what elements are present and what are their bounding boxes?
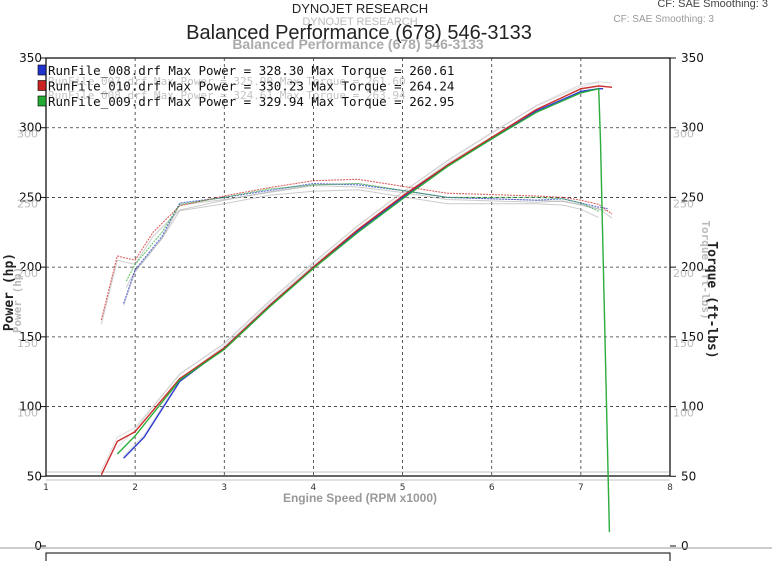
y-tick-label: 50	[27, 469, 42, 483]
x-tick-label: 8	[667, 483, 673, 493]
y-tick-label-ghost: 250	[17, 197, 38, 210]
y-axis-label-ghost: Power (hp)	[11, 267, 24, 333]
y-tick-label-ghost: 100	[17, 407, 38, 420]
series-lines	[100, 85, 613, 533]
y-tick-label-ghost: 150	[17, 337, 38, 350]
y2-tick-label-ghost: 100	[673, 407, 694, 420]
legend-entry: RunFile_008.drf Max Power = 328.30 Max T…	[48, 63, 454, 78]
brand-name: DYNOJET RESEARCH	[291, 1, 429, 16]
legend-swatch	[37, 64, 47, 76]
y-tick-label-ghost: 200	[17, 267, 38, 280]
y2-tick-label-ghost: 300	[673, 128, 694, 141]
x-tick-label: 6	[489, 483, 495, 493]
y-tick-label: 0	[34, 539, 42, 553]
y-tick-label: 200	[19, 260, 42, 274]
x-tick-label: 4	[311, 483, 317, 493]
ghost-power-line	[116, 81, 610, 526]
y2-tick-label-ghost: 150	[673, 337, 694, 350]
ghost-torque-line	[125, 189, 599, 288]
legend-swatch	[37, 80, 47, 91]
y2-tick-label: 0	[681, 539, 689, 553]
y2-axis-label-ghost: Torque (ft-lbs)	[699, 220, 712, 319]
power-line	[123, 87, 604, 459]
y2-tick-label: 250	[681, 190, 704, 204]
torque-line	[125, 182, 599, 282]
x-tick-label: 1	[43, 483, 49, 493]
correction-info: CF: SAE Smoothing: 3	[657, 0, 768, 10]
y2-tick-label: 100	[681, 400, 704, 414]
y2-tick-label: 300	[681, 121, 704, 135]
y2-tick-label-ghost: 250	[673, 197, 694, 210]
x-tick-label: 7	[578, 483, 584, 493]
y2-tick-label: 350	[681, 51, 704, 65]
legend-swatch	[37, 95, 47, 107]
next-plot-frame	[45, 552, 671, 561]
torque-line	[123, 182, 608, 304]
chart-title: Balanced Performance (678) 546-3133	[186, 22, 532, 44]
power-line	[100, 85, 613, 476]
legend-entry: RunFile_009.drf Max Power = 329.94 Max T…	[48, 94, 454, 109]
torque-line	[100, 178, 613, 321]
legend-entry: RunFile_010.drf Max Power = 330.23 Max T…	[48, 79, 454, 94]
x-tick-label: 5	[400, 483, 406, 493]
y2-tick-label: 50	[681, 469, 696, 483]
y-tick-label: 250	[19, 190, 42, 204]
legend-entry-ghost: RunFile_008.drf Max Power = 324.61 Max T…	[48, 89, 406, 102]
y-tick-label: 150	[19, 330, 42, 344]
x-tick-label: 2	[132, 483, 138, 493]
y-tick-label: 350	[19, 51, 42, 65]
x-tick-label: 3	[221, 483, 227, 493]
y2-tick-label: 150	[681, 330, 704, 344]
y-tick-label-ghost: 300	[17, 128, 38, 141]
x-axis-label: Engine Speed (RPM x1000)	[283, 491, 437, 505]
y2-axis-label: Torque (ft-lbs)	[704, 241, 719, 358]
grid	[46, 58, 670, 481]
y-tick-label: 100	[19, 400, 42, 414]
chart-title-ghost: Balanced Performance (678) 546-3133	[232, 36, 484, 52]
y2-tick-label: 200	[681, 260, 704, 274]
legend-entry-ghost: RunFile_007.drf Max Power = 325.90 Max T…	[48, 75, 406, 88]
brand-ghost: DYNOJET RESEARCH	[302, 16, 418, 28]
correction-info-ghost: CF: SAE Smoothing: 3	[613, 14, 714, 25]
y2-tick-label-ghost: 200	[673, 267, 694, 280]
y-axis-label: Power (hp)	[2, 253, 17, 331]
power-line	[116, 87, 611, 533]
legend: RunFile_007.drf Max Power = 325.90 Max T…	[37, 63, 454, 109]
ghost-power-line	[100, 81, 613, 471]
y-tick-label: 300	[19, 121, 42, 135]
